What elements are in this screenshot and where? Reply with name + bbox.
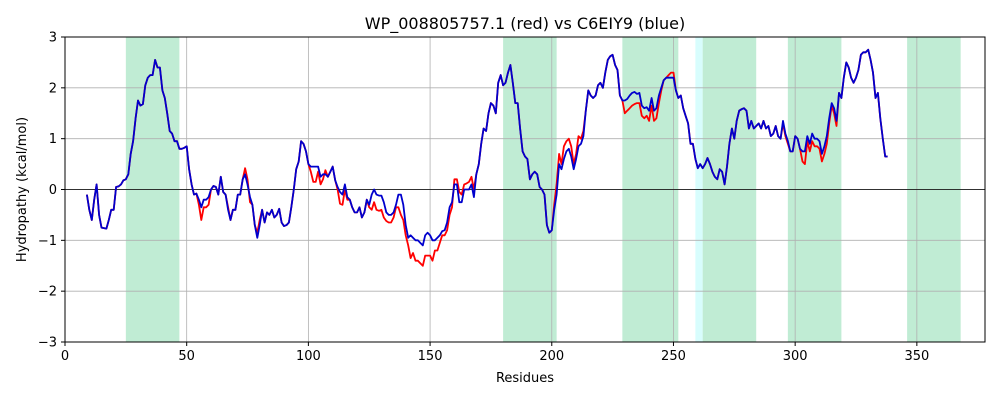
x-tick-label: 200 — [539, 349, 564, 364]
x-axis-label: Residues — [496, 371, 554, 386]
y-tick-label: 2 — [49, 81, 57, 96]
y-tick-label: 3 — [49, 31, 57, 46]
x-tick-label: 300 — [783, 349, 808, 364]
y-tick-label: −3 — [38, 336, 57, 351]
x-axis-ticks: 0 50 100 150 200 250 300 350 — [61, 342, 929, 364]
y-tick-label: −1 — [38, 234, 57, 249]
series-lines — [86, 48, 888, 267]
x-tick-label: 250 — [661, 349, 686, 364]
x-tick-label: 150 — [418, 349, 443, 364]
x-tick-label: 0 — [61, 349, 69, 364]
chart-title: WP_008805757.1 (red) vs C6EIY9 (blue) — [365, 14, 685, 34]
y-axis-ticks: −3 −2 −1 0 1 2 3 — [38, 31, 65, 351]
y-tick-label: 1 — [49, 132, 57, 147]
y-tick-label: −2 — [38, 285, 57, 300]
y-axis-label: Hydropathy (kcal/mol) — [15, 117, 30, 262]
y-tick-label: 0 — [49, 183, 57, 198]
x-tick-label: 350 — [904, 349, 929, 364]
x-tick-label: 50 — [178, 349, 195, 364]
blue-series-line — [86, 48, 888, 247]
x-tick-label: 100 — [296, 349, 321, 364]
